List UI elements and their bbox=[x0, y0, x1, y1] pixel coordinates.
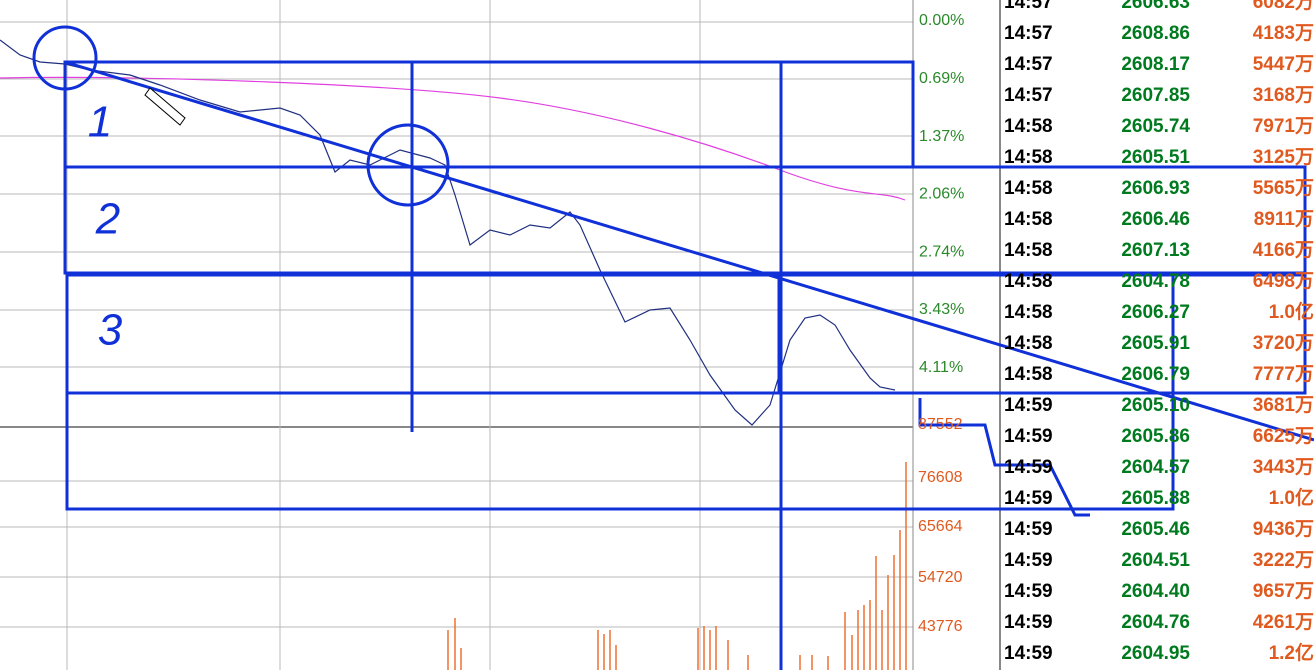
tick-time: 14:58 bbox=[1004, 178, 1053, 199]
tick-volume: 3222万 bbox=[1253, 550, 1314, 571]
grid bbox=[0, 0, 1001, 670]
tick-volume: 7971万 bbox=[1253, 116, 1314, 137]
tick-volume: 5565万 bbox=[1253, 178, 1314, 199]
tick-price: 2604.51 bbox=[1121, 550, 1190, 571]
tick-price: 2608.86 bbox=[1121, 23, 1190, 44]
tick-time: 14:58 bbox=[1004, 209, 1053, 230]
volume-axis-label: 76608 bbox=[918, 469, 963, 486]
tick-time: 14:57 bbox=[1004, 54, 1053, 75]
tick-price: 2605.10 bbox=[1121, 395, 1190, 416]
tick-price: 2604.76 bbox=[1121, 612, 1190, 633]
tick-price: 2606.79 bbox=[1121, 364, 1190, 385]
annotation-number: 1 bbox=[88, 98, 112, 147]
tick-volume: 9657万 bbox=[1253, 581, 1314, 602]
tick-time: 14:58 bbox=[1004, 240, 1053, 261]
percent-label: 2.06% bbox=[919, 186, 964, 203]
tick-volume: 4183万 bbox=[1253, 23, 1314, 44]
tick-time: 14:57 bbox=[1004, 0, 1053, 13]
tick-volume: 8911万 bbox=[1254, 209, 1314, 230]
tick-price: 2606.93 bbox=[1121, 178, 1190, 199]
tick-time: 14:58 bbox=[1004, 147, 1053, 168]
tick-price: 2605.74 bbox=[1121, 116, 1190, 137]
tick-volume: 4166万 bbox=[1253, 240, 1314, 261]
percent-label: 2.74% bbox=[919, 243, 964, 260]
percent-label: 0.69% bbox=[919, 70, 964, 87]
tick-price: 2606.27 bbox=[1121, 302, 1190, 323]
tick-time: 14:59 bbox=[1004, 395, 1053, 416]
percent-label: 1.37% bbox=[919, 128, 964, 145]
tick-volume: 9436万 bbox=[1253, 519, 1314, 540]
tick-time: 14:58 bbox=[1004, 271, 1053, 292]
tick-time: 14:59 bbox=[1004, 612, 1053, 633]
tick-time: 14:59 bbox=[1004, 581, 1053, 602]
tick-price: 2605.91 bbox=[1121, 333, 1190, 354]
tick-volume: 1.0亿 bbox=[1269, 300, 1314, 323]
tick-volume: 3720万 bbox=[1253, 333, 1314, 354]
tick-time: 14:58 bbox=[1004, 302, 1053, 323]
tick-volume: 3681万 bbox=[1253, 395, 1314, 416]
tick-volume: 6082万 bbox=[1253, 0, 1314, 13]
tick-volume: 4261万 bbox=[1253, 612, 1314, 633]
tick-time: 14:59 bbox=[1004, 457, 1053, 478]
volume-axis-label: 43776 bbox=[918, 618, 963, 635]
tick-price: 2604.95 bbox=[1121, 643, 1190, 664]
average-line bbox=[0, 76, 906, 201]
tick-volume: 6498万 bbox=[1253, 271, 1314, 292]
tick-price: 2608.17 bbox=[1121, 54, 1190, 75]
tick-time: 14:59 bbox=[1004, 550, 1053, 571]
tick-time: 14:58 bbox=[1004, 364, 1053, 385]
volume-bars bbox=[447, 462, 907, 670]
tick-volume: 3168万 bbox=[1253, 85, 1314, 106]
tick-volume: 3125万 bbox=[1253, 147, 1314, 168]
tick-time: 14:59 bbox=[1004, 643, 1053, 664]
tick-volume: 3443万 bbox=[1253, 457, 1314, 478]
tick-price: 2605.88 bbox=[1121, 488, 1190, 509]
annotations bbox=[32, 25, 1314, 670]
tick-time: 14:59 bbox=[1004, 519, 1053, 540]
price-line bbox=[0, 39, 896, 426]
volume-axis-label: 54720 bbox=[918, 569, 963, 586]
tick-price: 2607.13 bbox=[1121, 240, 1190, 261]
volume-axis-label: 65664 bbox=[918, 518, 963, 535]
tick-time: 14:58 bbox=[1004, 116, 1053, 137]
tick-price: 2606.46 bbox=[1121, 209, 1190, 230]
tick-time: 14:57 bbox=[1004, 85, 1053, 106]
tick-price: 2604.57 bbox=[1121, 457, 1190, 478]
tick-price: 2605.86 bbox=[1121, 426, 1190, 447]
percent-label: 3.43% bbox=[919, 301, 964, 318]
tick-price: 2605.51 bbox=[1121, 147, 1190, 168]
percent-label: 0.00% bbox=[919, 12, 964, 29]
tick-volume: 7777万 bbox=[1253, 364, 1314, 385]
tick-price: 2604.78 bbox=[1121, 271, 1190, 292]
tick-time: 14:58 bbox=[1004, 333, 1053, 354]
tick-price: 2607.85 bbox=[1121, 85, 1190, 106]
annotation-number: 3 bbox=[98, 306, 123, 355]
tick-price: 2604.40 bbox=[1121, 581, 1190, 602]
percent-label: 4.11% bbox=[919, 359, 963, 376]
volume-axis-label: 87552 bbox=[918, 416, 963, 433]
tick-time: 14:57 bbox=[1004, 23, 1053, 44]
pencil-cursor bbox=[144, 87, 186, 126]
labels: 0.00% 0.69% 1.37% 2.06% 2.74% 3.43% 4.11% 87552… bbox=[88, 0, 1314, 664]
tick-time: 14:59 bbox=[1004, 488, 1053, 509]
tick-price: 2606.63 bbox=[1121, 0, 1190, 13]
tick-volume: 1.0亿 bbox=[1269, 486, 1314, 509]
tick-volume: 6625万 bbox=[1253, 426, 1314, 447]
annotation-number: 2 bbox=[95, 195, 120, 244]
tick-volume: 1.2亿 bbox=[1269, 641, 1314, 664]
tick-time: 14:59 bbox=[1004, 426, 1053, 447]
tick-price: 2605.46 bbox=[1121, 519, 1190, 540]
tick-volume: 5447万 bbox=[1253, 54, 1314, 75]
